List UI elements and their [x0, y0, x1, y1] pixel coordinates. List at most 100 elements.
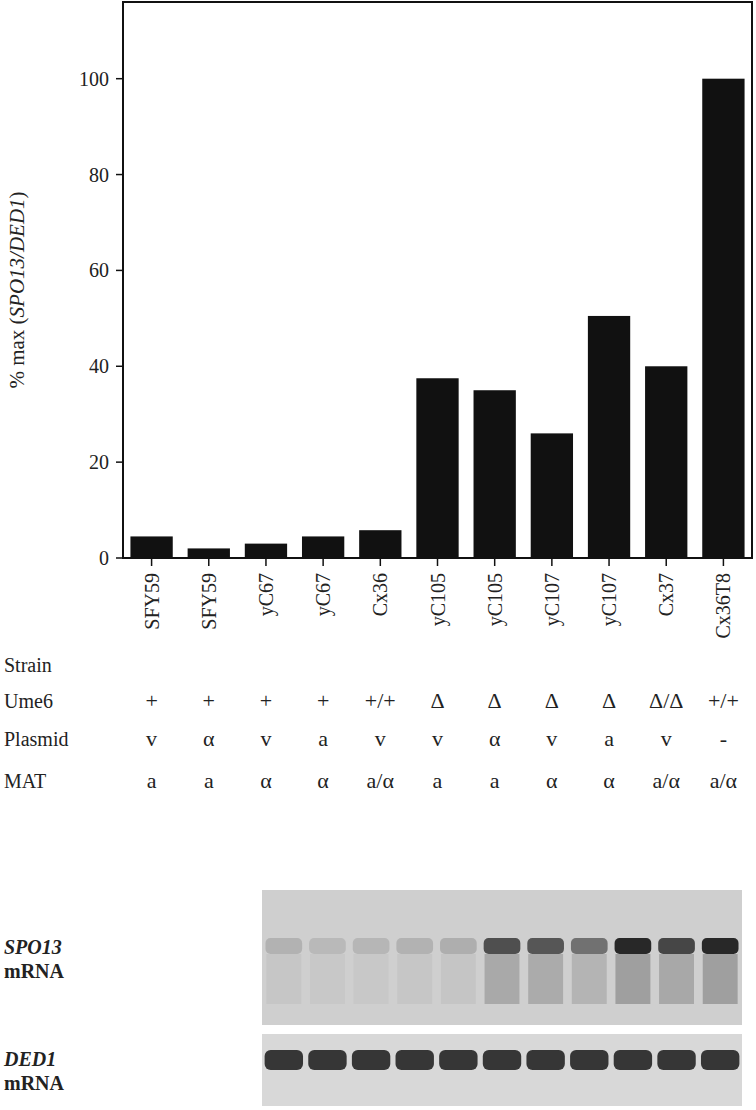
table-cell: v: [546, 726, 557, 751]
blot-band: [526, 1050, 564, 1070]
table-cell: α: [603, 768, 615, 793]
table-cell: α: [546, 768, 558, 793]
y-tick: [116, 78, 123, 80]
row-label: MAT: [4, 770, 46, 792]
y-tick: [116, 366, 123, 368]
x-tick: [723, 558, 725, 566]
x-tick-label: Cx37: [655, 573, 677, 616]
bar: [474, 390, 516, 558]
bar: [416, 378, 458, 558]
blot-panel: [262, 1034, 742, 1106]
x-tick-label: SFY59: [141, 573, 163, 630]
table-cell: Δ: [545, 688, 559, 713]
table-cell: +/+: [365, 688, 396, 713]
blot-band: [308, 1050, 346, 1070]
blot-band: [527, 938, 564, 954]
table-cell: v: [432, 726, 443, 751]
table-cell: +: [317, 688, 329, 713]
table-cell: a/α: [367, 768, 395, 793]
x-tick-label: Cx36T8: [712, 573, 734, 639]
table-cell: +/+: [708, 688, 739, 713]
x-tick: [608, 558, 610, 566]
table-cell: v: [661, 726, 672, 751]
x-tick: [322, 558, 324, 566]
blot-smear: [310, 954, 345, 1004]
blot-smear: [572, 954, 607, 1004]
y-tick-label: 80: [89, 164, 109, 186]
x-tick-label: Cx36: [369, 573, 391, 616]
blot-panel: [262, 890, 742, 1025]
blot-band: [484, 938, 521, 954]
x-tick-label: yC105: [484, 573, 507, 626]
x-tick-label: yC107: [598, 573, 621, 626]
table-cell: a: [490, 768, 500, 793]
table-cell: +: [203, 688, 215, 713]
blot-smear: [528, 954, 563, 1004]
y-tick: [116, 461, 123, 463]
blot-band: [701, 1050, 739, 1070]
bar: [245, 544, 287, 558]
blot-band: [615, 938, 652, 954]
y-tick-label: 0: [99, 547, 109, 569]
x-tick: [665, 558, 667, 566]
table-cell: a: [204, 768, 214, 793]
table-cell: α: [260, 768, 272, 793]
chart: 020406080100% max (SPO13/DED1)SFY59SFY59…: [0, 0, 756, 1110]
table-cell: a/α: [710, 768, 738, 793]
bar: [359, 530, 401, 558]
blot-smear: [615, 954, 650, 1004]
blot-smear: [397, 954, 432, 1004]
x-tick: [494, 558, 496, 566]
blot-band: [614, 1050, 652, 1070]
blot-band: [440, 938, 477, 954]
y-tick-label: 20: [89, 451, 109, 473]
table-cell: α: [203, 726, 215, 751]
row-label: Plasmid: [4, 728, 68, 750]
plot-frame: [123, 2, 752, 558]
y-tick-label: 100: [79, 68, 109, 90]
blot-label: SPO13mRNA: [4, 936, 65, 982]
blot-band: [396, 938, 433, 954]
table-cell: v: [375, 726, 386, 751]
bar: [588, 316, 630, 558]
blot-smear: [266, 954, 301, 1004]
table-cell: Δ/Δ: [649, 688, 683, 713]
bar: [302, 536, 344, 558]
row-label: Strain: [4, 654, 52, 676]
table-cell: +: [145, 688, 157, 713]
x-tick-label: SFY59: [198, 573, 220, 630]
table-cell: α: [489, 726, 501, 751]
blot-smear: [441, 954, 476, 1004]
y-tick: [116, 557, 123, 559]
x-tick: [265, 558, 267, 566]
y-tick: [116, 174, 123, 176]
bar: [645, 366, 687, 558]
blot-band: [571, 938, 608, 954]
blot-band: [657, 1050, 695, 1070]
blot-smear: [703, 954, 738, 1004]
x-tick-label: yC67: [255, 573, 278, 616]
blot-band: [352, 1050, 390, 1070]
y-tick-label: 60: [89, 259, 109, 281]
table-cell: a: [433, 768, 443, 793]
x-tick-label: yC105: [427, 573, 450, 626]
table-cell: v: [146, 726, 157, 751]
blot-smear: [485, 954, 520, 1004]
table-cell: Δ: [430, 688, 444, 713]
table-cell: Δ: [602, 688, 616, 713]
bars: [130, 79, 744, 558]
blot-band: [702, 938, 739, 954]
x-tick-label: yC67: [312, 573, 335, 616]
blot-smear: [354, 954, 389, 1004]
table-cell: a: [604, 726, 614, 751]
table-cell: α: [317, 768, 329, 793]
bar: [188, 548, 230, 558]
table-cell: a: [147, 768, 157, 793]
row-label: Ume6: [4, 690, 53, 712]
blot-band: [309, 938, 346, 954]
blot-band: [439, 1050, 477, 1070]
blot-band: [658, 938, 695, 954]
x-tick: [208, 558, 210, 566]
y-tick: [116, 270, 123, 272]
table-cell: Δ: [488, 688, 502, 713]
